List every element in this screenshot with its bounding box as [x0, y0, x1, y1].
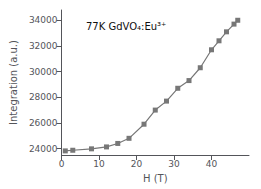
svg-text:10: 10	[93, 159, 105, 169]
svg-text:20: 20	[131, 159, 143, 169]
svg-text:30000: 30000	[29, 67, 58, 77]
svg-text:Integration (a.u.): Integration (a.u.)	[8, 40, 19, 125]
svg-text:40: 40	[206, 159, 218, 169]
svg-text:0: 0	[59, 159, 65, 169]
svg-text:34000: 34000	[29, 15, 58, 25]
svg-text:28000: 28000	[29, 92, 58, 102]
svg-text:30: 30	[168, 159, 180, 169]
svg-text:26000: 26000	[29, 118, 58, 128]
svg-text:24000: 24000	[29, 144, 58, 154]
svg-text:H (T): H (T)	[143, 173, 168, 184]
svg-text:77K GdVO₄:Eu³⁺: 77K GdVO₄:Eu³⁺	[86, 21, 166, 32]
svg-text:32000: 32000	[29, 41, 58, 51]
